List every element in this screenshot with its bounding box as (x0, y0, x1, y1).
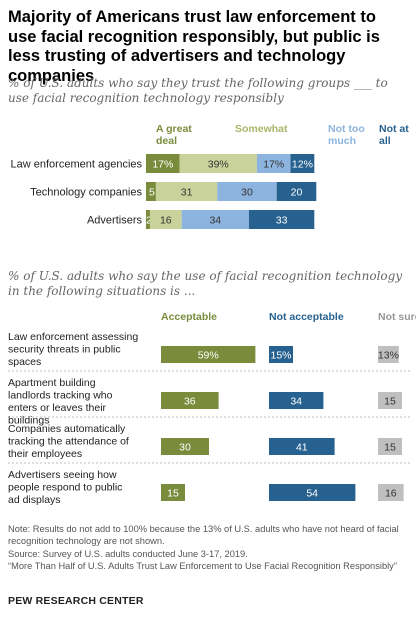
data-label-advertisers-not-too-much: 34 (209, 215, 221, 227)
column-header-not-sure: Not sure (378, 311, 416, 323)
situation-label-1: Law enforcement assessing (8, 331, 138, 343)
data-label-acceptable-3: 30 (179, 442, 191, 454)
situation-label-2: landlords tracking who (8, 390, 113, 402)
data-label-acceptable-1: 59% (198, 350, 219, 362)
data-label-not-acceptable-4: 54 (306, 488, 318, 500)
situation-label-3: Companies automatically (8, 423, 126, 435)
legend-not-too-much: Not too (328, 123, 365, 135)
legend-not-at-all: all (379, 135, 391, 147)
situation-label-2: Apartment building (8, 377, 96, 389)
bar-not-acceptable-4 (269, 484, 356, 501)
data-label-acceptable-2: 36 (184, 396, 196, 408)
bar-not-sure-4 (378, 484, 404, 501)
chart-figure: Majority of Americans trust law enforcem… (4, 4, 416, 615)
data-label-not-sure-4: 16 (385, 488, 397, 500)
category-label-technology-companies: Technology companies (30, 187, 142, 199)
data-label-not-acceptable-2: 34 (290, 396, 302, 408)
data-label-technology-companies-a-great-deal: 5 (149, 187, 155, 199)
bar-law-enforcement-agencies-a-great-deal (146, 154, 180, 173)
column-header-acceptable: Acceptable (161, 311, 217, 323)
chart-1-subtitle: % of U.S. adults who say they trust the … (8, 76, 388, 105)
bar-law-enforcement-agencies-somewhat (179, 154, 257, 173)
data-label-technology-companies-somewhat: 31 (181, 187, 193, 199)
bar-advertisers-not-too-much (181, 210, 249, 229)
bar-not-acceptable-2 (269, 392, 324, 409)
situation-label-3: their employees (8, 448, 82, 460)
data-label-advertisers-a-great-deal: 2 (146, 215, 152, 227)
bar-acceptable-1 (161, 346, 256, 363)
situation-label-4: ad displays (8, 494, 61, 506)
bar-not-sure-3 (378, 438, 402, 455)
data-label-advertisers-somewhat: 16 (160, 215, 172, 227)
bar-acceptable-4 (161, 484, 185, 501)
bar-technology-companies-not-at-all (276, 182, 317, 201)
data-label-technology-companies-not-too-much: 30 (241, 187, 253, 199)
data-label-advertisers-not-at-all: 33 (276, 215, 288, 227)
situation-label-2: buildings (8, 415, 49, 427)
data-label-not-sure-3: 15 (384, 442, 396, 454)
bar-advertisers-not-at-all (248, 210, 315, 229)
brand-logo-text: PEW RESEARCH CENTER (8, 595, 144, 607)
data-label-not-sure-1: 13% (378, 350, 399, 362)
bar-advertisers-a-great-deal (146, 210, 150, 229)
bar-law-enforcement-agencies-not-at-all (290, 154, 315, 173)
bar-law-enforcement-agencies-not-too-much (256, 154, 291, 173)
legend-not-at-all: Not at (379, 123, 409, 135)
bar-technology-companies-somewhat (155, 182, 218, 201)
bar-technology-companies-a-great-deal (146, 182, 156, 201)
report-title: “More Than Half of U.S. Adults Trust Law… (8, 560, 397, 571)
bar-not-sure-1 (378, 346, 399, 363)
bar-advertisers-somewhat (149, 210, 182, 229)
data-label-not-sure-2: 15 (384, 396, 396, 408)
bar-acceptable-3 (161, 438, 209, 455)
situation-label-3: tracking the attendance of (8, 436, 129, 448)
legend-not-too-much: much (328, 135, 356, 147)
data-label-not-acceptable-1: 15% (270, 350, 291, 362)
bar-not-sure-2 (378, 392, 402, 409)
category-label-law-enforcement-agencies: Law enforcement agencies (11, 159, 143, 171)
legend-somewhat: Somewhat (235, 123, 288, 135)
situation-label-1: spaces (8, 356, 41, 368)
data-label-law-enforcement-agencies-a-great-deal: 17% (152, 159, 173, 171)
data-label-acceptable-4: 15 (167, 488, 179, 500)
bar-not-acceptable-3 (269, 438, 335, 455)
data-label-law-enforcement-agencies-not-at-all: 12% (292, 159, 313, 171)
category-label-advertisers: Advertisers (87, 215, 143, 227)
note-text: Note: Results do not add to 100% because… (8, 524, 399, 547)
legend-a-great-deal: deal (156, 135, 177, 147)
situation-label-4: Advertisers seeing how (8, 469, 117, 481)
chart-2-subtitle: % of U.S. adults who say the use of faci… (8, 269, 403, 298)
situation-label-1: security threats in public (8, 344, 121, 356)
data-label-technology-companies-not-at-all: 20 (291, 187, 303, 199)
legend-a-great-deal: A great (156, 123, 192, 135)
data-label-not-acceptable-3: 41 (296, 442, 308, 454)
column-header-not-acceptable: Not acceptable (269, 311, 344, 323)
source-text: Source: Survey of U.S. adults conducted … (8, 548, 248, 559)
situation-label-4: people respond to public (8, 482, 122, 494)
bar-not-acceptable-1 (269, 346, 293, 363)
situation-label-2: enters or leaves their (8, 402, 107, 414)
bar-technology-companies-not-too-much (217, 182, 277, 201)
bar-acceptable-2 (161, 392, 219, 409)
data-label-law-enforcement-agencies-somewhat: 39% (208, 159, 229, 171)
chart-title: Majority of Americans trust law enforcem… (8, 8, 380, 85)
data-label-law-enforcement-agencies-not-too-much: 17% (263, 159, 284, 171)
notes: Note: Results do not add to 100% because… (8, 523, 408, 572)
